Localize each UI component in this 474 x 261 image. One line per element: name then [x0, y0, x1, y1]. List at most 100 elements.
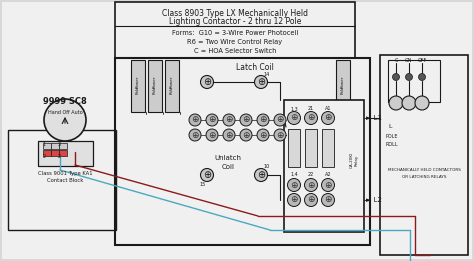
Circle shape [206, 114, 218, 126]
Circle shape [304, 179, 318, 192]
Circle shape [223, 129, 235, 141]
Bar [115, 58, 370, 245]
Text: ⊕: ⊕ [208, 130, 216, 139]
Text: 9999 SC8: 9999 SC8 [43, 98, 87, 106]
Text: Power: Power [170, 76, 174, 88]
Circle shape [255, 75, 267, 88]
Bar [284, 100, 364, 232]
Text: ⊕: ⊕ [290, 195, 298, 205]
Text: Lighting Contactor - 2 thru 12 Pole: Lighting Contactor - 2 thru 12 Pole [169, 17, 301, 27]
Text: ► L1: ► L1 [366, 115, 382, 121]
Text: 1,3: 1,3 [290, 106, 298, 111]
Circle shape [201, 169, 213, 181]
Text: ⊕: ⊕ [276, 130, 284, 139]
Text: MECHANICALLY HELD CONTACTORS: MECHANICALLY HELD CONTACTORS [388, 168, 460, 172]
Text: A2: A2 [325, 171, 331, 176]
Text: 10: 10 [264, 164, 270, 169]
Text: ⊕: ⊕ [324, 195, 332, 205]
Text: Class 9001 Type KA1: Class 9001 Type KA1 [38, 170, 92, 175]
Circle shape [201, 75, 213, 88]
Circle shape [44, 99, 86, 141]
Text: ⊕: ⊕ [208, 116, 216, 124]
Text: Forms:  G10 = 3-Wire Power Photocell: Forms: G10 = 3-Wire Power Photocell [172, 30, 298, 36]
Circle shape [240, 114, 252, 126]
Text: L: L [388, 124, 392, 129]
Circle shape [257, 114, 269, 126]
Circle shape [402, 96, 416, 110]
Text: ⊕: ⊕ [191, 130, 199, 139]
Text: ⊕: ⊕ [257, 170, 265, 180]
Text: 21: 21 [308, 106, 314, 111]
Circle shape [392, 74, 400, 80]
Bar [8, 130, 116, 230]
Bar [305, 129, 317, 167]
Text: 14: 14 [264, 72, 270, 76]
Text: ⊕: ⊕ [324, 114, 332, 122]
Circle shape [206, 129, 218, 141]
Text: Latch Coil: Latch Coil [236, 63, 274, 73]
Bar [322, 129, 334, 167]
Text: OR LATCHING RELAYS: OR LATCHING RELAYS [402, 175, 446, 179]
Text: ⊕: ⊕ [276, 116, 284, 124]
Bar [165, 60, 179, 112]
Text: 2: 2 [43, 155, 46, 159]
Circle shape [257, 129, 269, 141]
Text: ⊕: ⊕ [242, 116, 250, 124]
Bar [131, 60, 145, 112]
Circle shape [405, 74, 412, 80]
Text: 3: 3 [57, 141, 61, 146]
Text: Hand Off Auto: Hand Off Auto [47, 110, 82, 115]
Text: 2: 2 [57, 155, 61, 159]
Text: Pole: Pole [136, 86, 140, 94]
Bar [43, 150, 51, 156]
Text: OFF: OFF [418, 58, 427, 63]
Text: Pole: Pole [170, 86, 174, 94]
Text: ⊕: ⊕ [307, 181, 315, 189]
Text: ⊕: ⊕ [225, 116, 233, 124]
Text: Pole: Pole [153, 86, 157, 94]
Text: Pole: Pole [341, 86, 345, 94]
Circle shape [321, 111, 335, 124]
Text: ⊕: ⊕ [242, 130, 250, 139]
Circle shape [255, 169, 267, 181]
Text: ROLL: ROLL [386, 143, 399, 147]
Text: C: C [394, 58, 398, 63]
Circle shape [304, 193, 318, 206]
Circle shape [223, 114, 235, 126]
Text: POLE: POLE [386, 134, 399, 139]
Circle shape [288, 193, 301, 206]
Text: ► L2: ► L2 [366, 197, 382, 203]
Circle shape [288, 179, 301, 192]
Bar [288, 129, 300, 167]
Bar [51, 150, 59, 156]
Text: C = HOA Selector Switch: C = HOA Selector Switch [194, 48, 276, 54]
Circle shape [189, 114, 201, 126]
Circle shape [189, 129, 201, 141]
Circle shape [321, 179, 335, 192]
Text: Power: Power [153, 76, 157, 88]
Bar [380, 55, 468, 255]
Bar [43, 143, 51, 149]
Text: Contact Block: Contact Block [47, 177, 83, 182]
Text: Coil: Coil [221, 164, 235, 170]
Text: A1: A1 [325, 106, 331, 111]
Circle shape [274, 114, 286, 126]
Bar [148, 60, 162, 112]
Text: ⊕: ⊕ [259, 116, 267, 124]
Text: ⊕: ⊕ [290, 114, 298, 122]
Bar [115, 2, 355, 58]
Circle shape [419, 74, 426, 80]
Text: ⊕: ⊕ [307, 114, 315, 122]
Bar [38, 141, 93, 166]
Text: ⊕: ⊕ [257, 77, 265, 87]
Text: CA-20KI
Relay: CA-20KI Relay [350, 152, 358, 168]
Text: ⊕: ⊕ [191, 116, 199, 124]
Circle shape [304, 111, 318, 124]
Circle shape [321, 193, 335, 206]
Text: R6 = Two Wire Control Relay: R6 = Two Wire Control Relay [187, 39, 283, 45]
Text: ON: ON [405, 58, 413, 63]
Text: Unlatch: Unlatch [215, 155, 241, 161]
Circle shape [274, 129, 286, 141]
Bar [51, 143, 59, 149]
Circle shape [415, 96, 429, 110]
